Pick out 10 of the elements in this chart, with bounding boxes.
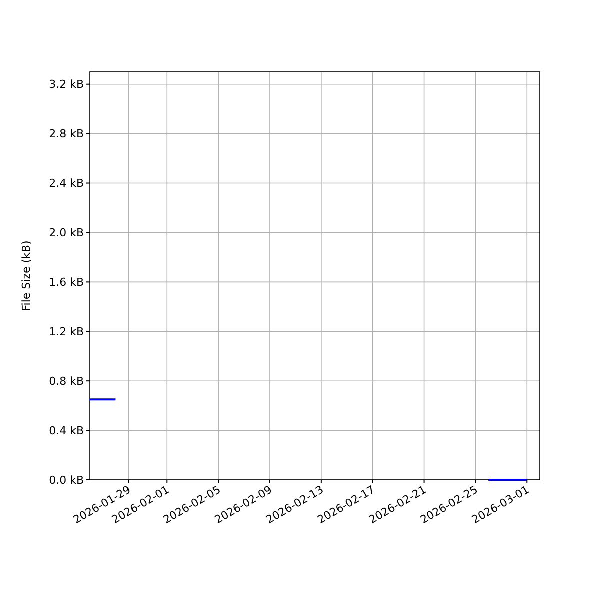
y-tick-label: 2.0 kB bbox=[49, 226, 84, 240]
y-tick-label: 0.8 kB bbox=[49, 374, 84, 388]
y-tick-label: 0.4 kB bbox=[49, 424, 84, 438]
y-tick-label: 1.6 kB bbox=[49, 276, 84, 290]
y-tick-label: 1.2 kB bbox=[49, 325, 84, 338]
y-tick-label: 2.8 kB bbox=[49, 128, 84, 141]
y-tick-label: 0.0 kB bbox=[49, 474, 84, 487]
y-axis-title: File Size (kB) bbox=[20, 240, 33, 312]
y-tick-label: 2.4 kB bbox=[49, 177, 84, 190]
y-tick-label: 3.2 kB bbox=[49, 78, 84, 92]
